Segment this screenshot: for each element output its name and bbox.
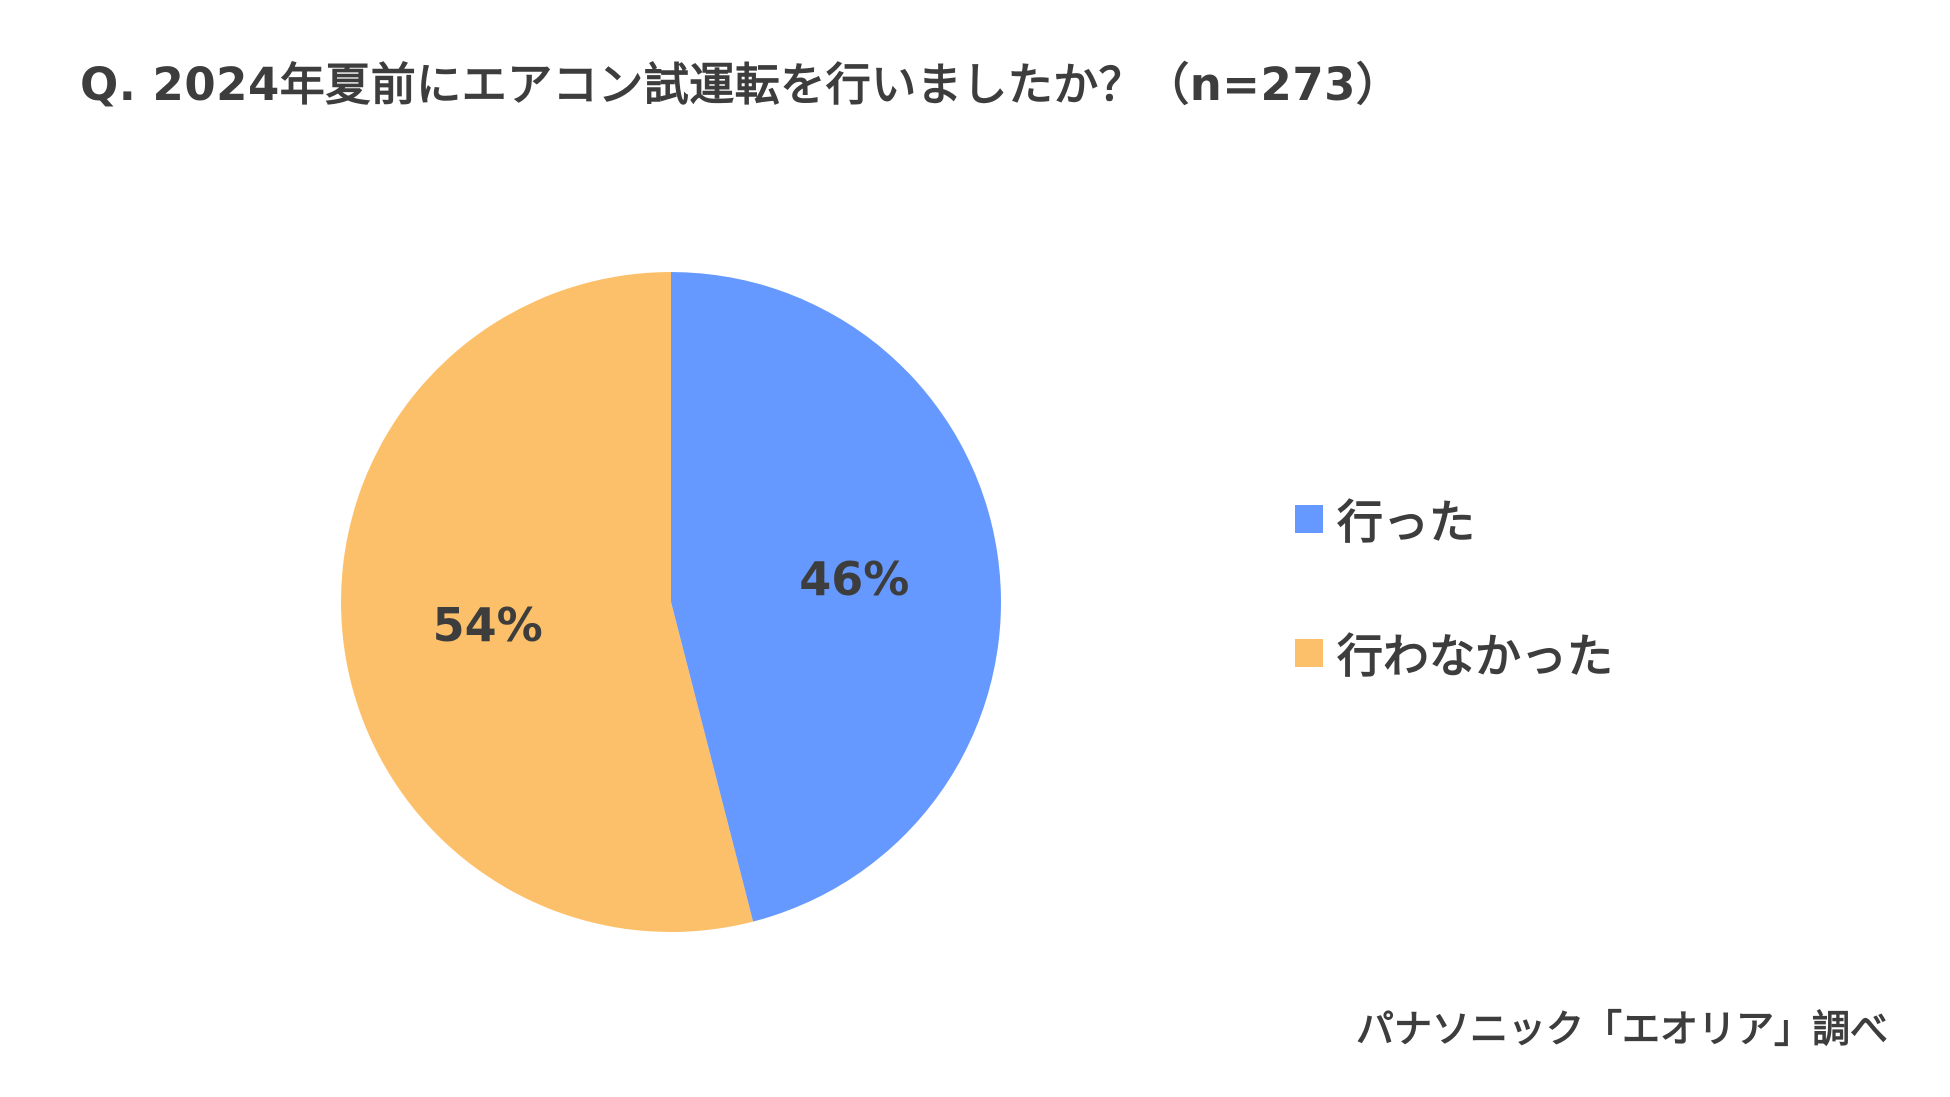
legend-label-not-done: 行わなかった	[1337, 629, 1613, 683]
pie-slices	[340, 272, 1001, 933]
legend-swatch-done	[1295, 505, 1323, 533]
legend-item-done: 行った	[1295, 490, 1613, 549]
source-note: パナソニック「エオリア」調べ	[1355, 1007, 1888, 1051]
pie-slice-not-done	[340, 272, 754, 933]
pie-slice-labels: 46% 54%	[433, 552, 910, 652]
legend-label-done: 行った	[1337, 495, 1475, 549]
legend-swatch-not-done	[1295, 639, 1323, 667]
pie-slice-label-done: 46%	[799, 552, 909, 606]
pie-slice-label-not-done: 54%	[433, 598, 543, 652]
chart-title: Q. 2024年夏前にエアコン試運転を行いましたか？（n=273）	[80, 58, 1402, 111]
legend-item-not-done: 行わなかった	[1295, 624, 1613, 683]
legend: 行った 行わなかった	[1295, 490, 1613, 758]
pie-slice-done	[671, 272, 1001, 922]
